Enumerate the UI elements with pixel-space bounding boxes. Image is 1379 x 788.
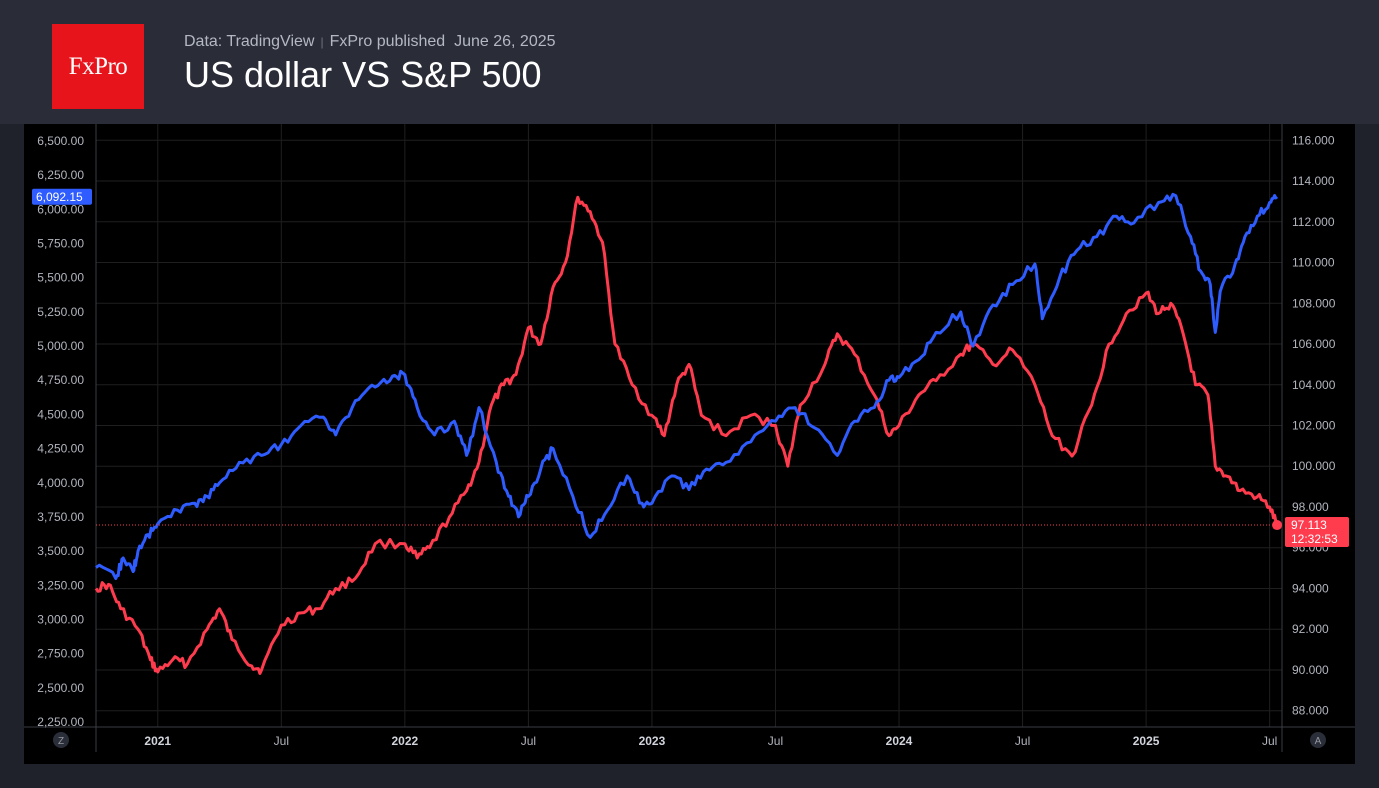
left-axis-tick-label: 4,500.00 (37, 407, 84, 421)
auto-scale-right-label: A (1315, 736, 1322, 747)
time-axis-tick-label: Jul (768, 734, 783, 748)
right-axis-tick-label: 88.000 (1292, 704, 1329, 718)
usd-price-badge-value: 97.113 (1291, 518, 1327, 532)
logo-text: FxPro (68, 52, 128, 80)
right-axis-tick-label: 108.000 (1292, 296, 1336, 310)
auto-scale-left-button[interactable] (53, 732, 69, 748)
left-axis-tick-label: 4,750.00 (37, 373, 84, 387)
sp500-price-badge (32, 188, 92, 205)
right-axis-tick-label: 92.000 (1292, 622, 1329, 636)
chart-area[interactable]: 6,500.00 6,250.00 6,000.00 5,750.00 5,500.00… (24, 124, 1355, 764)
fxpro-logo: FxPro (52, 24, 144, 109)
time-axis-tick-label: 2024 (886, 734, 913, 748)
right-axis-tick-label: 114.000 (1292, 174, 1335, 188)
chart-title: US dollar VS S&P 500 (184, 54, 542, 95)
usd-price-badge-time: 12:32:53 (1291, 532, 1338, 546)
chart-meta: Data: TradingView | FxPro published June 2… (184, 33, 556, 51)
auto-scale-right-button[interactable] (1310, 732, 1326, 748)
published-date: June 26, 2025 (454, 33, 556, 50)
left-axis-tick-label: 6,500.00 (37, 134, 84, 148)
left-axis-tick-label: 5,500.00 (37, 271, 84, 285)
time-axis-tick-label: Jul (1262, 734, 1277, 748)
chart-svg[interactable]: 6,500.00 6,250.00 6,000.00 5,750.00 5,500.00… (24, 124, 1355, 764)
right-axis-tick-label: 90.000 (1292, 663, 1329, 677)
left-axis-tick-label: 2,250.00 (37, 715, 84, 729)
left-axis-tick-label: 3,000.00 (37, 612, 84, 626)
right-axis-tick-label: 100.000 (1292, 459, 1336, 473)
right-axis-tick-label: 112.000 (1292, 215, 1335, 229)
time-axis-tick-label: 2022 (392, 734, 419, 748)
right-axis-tick-label: 116.000 (1292, 133, 1335, 147)
time-axis-tick-label: 2021 (144, 734, 171, 748)
usd-index-line[interactable] (94, 195, 1279, 675)
left-axis-tick-label: 2,750.00 (37, 647, 84, 661)
publisher-label: FxPro published (329, 33, 446, 50)
separator: | (320, 35, 324, 49)
usd-price-badge (1285, 517, 1349, 548)
sp500-price-badge-value: 6,092.15 (36, 190, 83, 204)
left-axis-tick-label: 3,250.00 (37, 578, 84, 592)
left-axis-tick-label: 2,500.00 (37, 681, 84, 695)
time-axis-tick-label: 2023 (639, 734, 666, 748)
auto-scale-left-label: Z (58, 736, 64, 747)
left-axis-tick-label: 3,500.00 (37, 544, 84, 558)
right-axis-tick-label: 102.000 (1292, 419, 1336, 433)
left-axis-tick-label: 6,000.00 (37, 202, 84, 216)
right-axis-tick-label: 98.000 (1292, 500, 1329, 514)
right-axis-tick-label: 106.000 (1292, 337, 1336, 351)
right-axis-tick-label: 104.000 (1292, 378, 1336, 392)
sp500-line[interactable] (95, 192, 1279, 580)
time-axis-tick-label: 2025 (1133, 734, 1160, 748)
right-axis-tick-label: 94.000 (1292, 581, 1329, 595)
left-axis-tick-label: 5,250.00 (37, 305, 84, 319)
usd-last-point-marker (1272, 520, 1283, 531)
left-axis-tick-label: 4,000.00 (37, 476, 84, 490)
time-axis-tick-label: Jul (521, 734, 536, 748)
time-axis-tick-label: Jul (274, 734, 289, 748)
left-axis-tick-label: 6,250.00 (37, 168, 84, 182)
right-axis-tick-label: 110.000 (1292, 256, 1335, 270)
left-axis-tick-label: 4,250.00 (37, 442, 84, 456)
left-axis-tick-label: 5,000.00 (37, 339, 84, 353)
time-axis-tick-label: Jul (1015, 734, 1030, 748)
left-axis-tick-label: 3,750.00 (37, 510, 84, 524)
source-label: Data: TradingView (184, 33, 315, 50)
header: FxPro Data: TradingView | FxPro published … (0, 0, 1379, 124)
left-axis-tick-label: 5,750.00 (37, 237, 84, 251)
